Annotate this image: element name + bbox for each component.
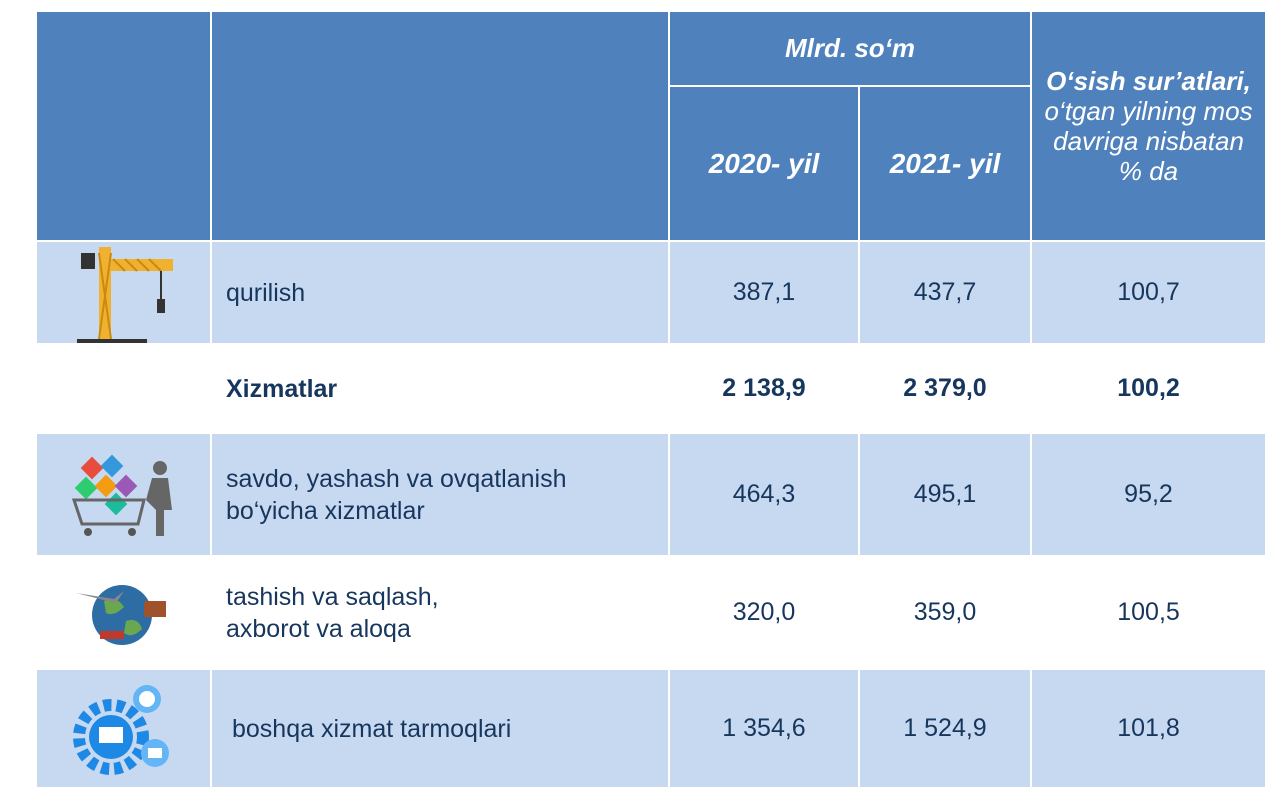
growth-header: O‘sish sur’atlari, o‘tgan yilning mos da… <box>1030 10 1268 242</box>
cell: 387,1 <box>668 240 860 345</box>
data-table: Mlrd. so‘m O‘sish sur’atlari, o‘tgan yil… <box>35 10 1268 789</box>
table-row: savdo, yashash va ovqatlanish bo‘yicha x… <box>35 432 1268 557</box>
cell: 1 354,6 <box>668 668 860 789</box>
growth-subtitle: o‘tgan yilning mos davriga nisbatan % da <box>1044 96 1253 186</box>
cell: 1 524,9 <box>857 668 1033 789</box>
row-label: tashish va saqlash, axborot va aloqa <box>210 555 670 670</box>
cell: 495,1 <box>857 432 1033 557</box>
row-label: qurilish <box>210 240 670 345</box>
icon-cell <box>35 668 212 789</box>
cart-icon <box>71 454 172 536</box>
cell: 464,3 <box>668 432 860 557</box>
header-row: Mlrd. so‘m O‘sish sur’atlari, o‘tgan yil… <box>35 10 1268 242</box>
cell: 320,0 <box>668 555 860 670</box>
cell: 2 138,9 <box>668 343 860 434</box>
cell: 437,7 <box>857 240 1033 345</box>
row-label: boshqa xizmat tarmoqlari <box>210 668 670 789</box>
row-label: savdo, yashash va ovqatlanish bo‘yicha x… <box>210 432 670 557</box>
table-row: boshqa xizmat tarmoqlari 1 354,6 1 524,9… <box>35 668 1268 789</box>
header-cell <box>210 10 670 242</box>
table-row: Xizmatlar 2 138,9 2 379,0 100,2 <box>35 343 1268 434</box>
icon-cell <box>35 432 212 557</box>
growth-title: O‘sish sur’atlari, <box>1046 66 1251 96</box>
unit-header: Mlrd. so‘m <box>667 10 1033 87</box>
icon-cell <box>35 343 212 434</box>
cell: 101,8 <box>1030 668 1268 789</box>
cell: 100,7 <box>1030 240 1268 345</box>
icon-cell <box>35 240 212 345</box>
table-row: qurilish 387,1 437,7 100,7 <box>35 240 1268 345</box>
table-row: tashish va saqlash, axborot va aloqa 320… <box>35 555 1268 670</box>
header-row: 2020- yil 2021- yil <box>36 85 1266 242</box>
cell: 359,0 <box>857 555 1033 670</box>
year-header: 2020- yil <box>668 85 860 242</box>
globe-icon <box>75 584 166 645</box>
header-cell <box>35 10 212 242</box>
cell: 100,2 <box>1030 343 1268 434</box>
icon-cell <box>35 555 212 670</box>
cell: 2 379,0 <box>857 343 1033 434</box>
crane-icon <box>76 246 173 343</box>
row-label: Xizmatlar <box>210 343 670 434</box>
cell: 100,5 <box>1030 555 1268 670</box>
cell: 95,2 <box>1030 432 1268 557</box>
year-header: 2021- yil <box>857 85 1033 242</box>
gears-icon <box>72 684 169 775</box>
